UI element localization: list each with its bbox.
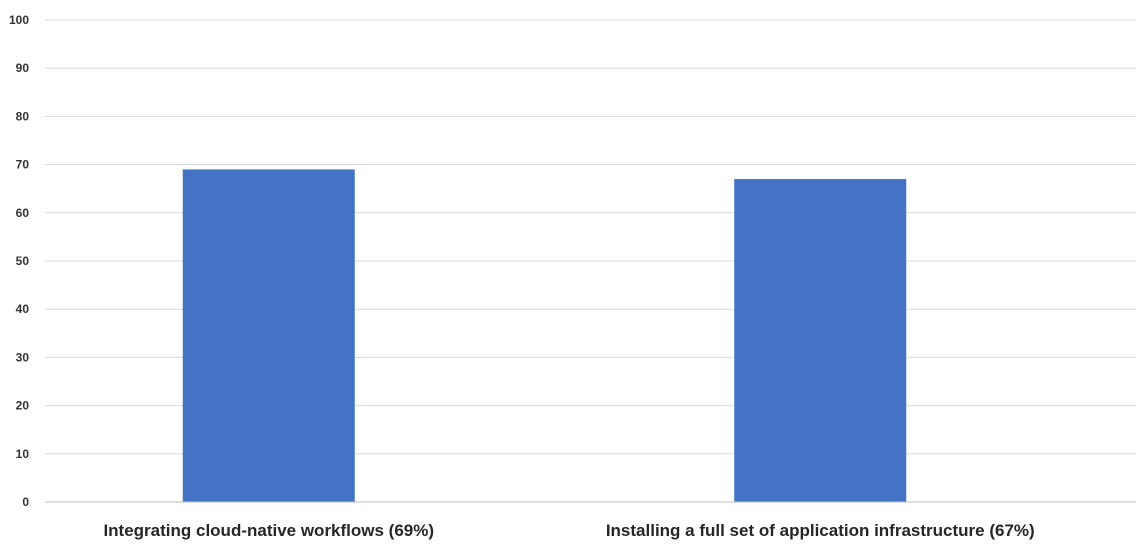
bars [182, 169, 907, 503]
y-tick-label: 100 [9, 13, 29, 27]
bar [734, 179, 907, 502]
y-axis-tick-labels: 0 10 20 30 40 50 60 70 80 90 100 [9, 13, 29, 509]
x-category-label: Integrating cloud-native workflows (69%) [103, 521, 434, 540]
y-tick-label: 20 [16, 399, 30, 413]
x-axis-category-labels: Integrating cloud-native workflows (69%)… [103, 521, 1034, 540]
y-tick-label: 50 [16, 254, 30, 268]
y-tick-label: 40 [16, 302, 30, 316]
x-category-label: Installing a full set of application inf… [606, 521, 1035, 540]
bar [182, 169, 355, 503]
y-tick-label: 0 [22, 495, 29, 509]
y-tick-label: 90 [16, 61, 30, 75]
y-tick-label: 30 [16, 350, 30, 364]
y-tick-label: 10 [16, 447, 30, 461]
y-tick-label: 60 [16, 206, 30, 220]
y-tick-label: 70 [16, 158, 30, 172]
y-tick-label: 80 [16, 109, 30, 123]
